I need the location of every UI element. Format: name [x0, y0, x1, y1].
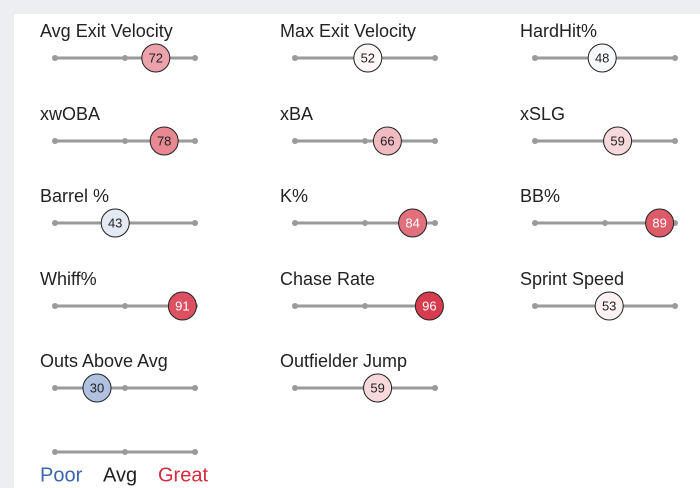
- slider-dot: [362, 303, 368, 309]
- slider-dot: [52, 385, 58, 391]
- slider-dot: [292, 303, 298, 309]
- percentile-marker: [587, 43, 617, 73]
- percentile-marker: [100, 208, 130, 238]
- legend-great: Great: [158, 464, 208, 486]
- metric-label: Outfielder Jump: [280, 351, 407, 371]
- percentile-value: 84: [405, 215, 419, 230]
- slider-dot: [122, 138, 128, 144]
- percentile-value: 89: [652, 215, 666, 230]
- percentile-marker: [363, 373, 393, 403]
- percentile-marker: [594, 291, 624, 321]
- percentile-value: 59: [370, 380, 384, 395]
- metric-label: Chase Rate: [280, 269, 375, 289]
- metric-label: Sprint Speed: [520, 269, 624, 289]
- percentile-value: 72: [149, 50, 163, 65]
- slider-dot: [122, 303, 128, 309]
- percentile-value: 30: [90, 380, 104, 395]
- metric-label: Barrel %: [40, 186, 109, 206]
- slider-dot: [52, 220, 58, 226]
- slider-dot: [52, 138, 58, 144]
- slider-dot: [122, 385, 128, 391]
- metric-label: xSLG: [520, 104, 565, 124]
- slider-dot: [602, 220, 608, 226]
- metric-label: HardHit%: [520, 21, 597, 41]
- slider-dot: [292, 220, 298, 226]
- percentile-marker: [645, 208, 675, 238]
- percentile-marker: [149, 126, 179, 156]
- slider-dot: [532, 55, 538, 61]
- percentile-value: 43: [108, 215, 122, 230]
- slider-dot: [432, 220, 438, 226]
- percentile-marker: [141, 43, 171, 73]
- slider-dot: [672, 55, 678, 61]
- metric-label: Max Exit Velocity: [280, 21, 416, 41]
- percentile-value: 96: [422, 298, 436, 313]
- legend-avg: Avg: [103, 464, 137, 486]
- metric-label: BB%: [520, 186, 560, 206]
- panel: [14, 14, 700, 488]
- slider-dot: [672, 303, 678, 309]
- legend-dot: [122, 449, 128, 455]
- percentile-value: 52: [361, 50, 375, 65]
- slider-dot: [52, 303, 58, 309]
- percentile-marker: [398, 208, 428, 238]
- slider-dot: [122, 55, 128, 61]
- percentile-value: 78: [157, 133, 171, 148]
- metric-label: K%: [280, 186, 308, 206]
- slider-dot: [292, 138, 298, 144]
- legend-poor: Poor: [40, 464, 83, 486]
- slider-dot: [432, 385, 438, 391]
- slider-dot: [672, 138, 678, 144]
- slider-dot: [532, 220, 538, 226]
- slider-dot: [432, 55, 438, 61]
- legend-dot: [52, 449, 58, 455]
- metric-label: xwOBA: [40, 104, 100, 124]
- percentile-value: 48: [595, 50, 609, 65]
- metric-label: xBA: [280, 104, 313, 124]
- legend-dot: [192, 449, 198, 455]
- slider-dot: [362, 138, 368, 144]
- percentile-value: 59: [610, 133, 624, 148]
- metric-label: Outs Above Avg: [40, 351, 168, 371]
- percentile-value: 53: [602, 298, 616, 313]
- slider-dot: [432, 138, 438, 144]
- slider-dot: [532, 138, 538, 144]
- slider-dot: [192, 55, 198, 61]
- percentile-marker: [82, 373, 112, 403]
- metric-label: Whiff%: [40, 269, 97, 289]
- slider-dot: [52, 55, 58, 61]
- percentile-marker: [414, 291, 444, 321]
- slider-dot: [192, 385, 198, 391]
- metric-label: Avg Exit Velocity: [40, 21, 173, 41]
- percentile-value: 66: [380, 133, 394, 148]
- percentile-marker: [353, 43, 383, 73]
- slider-dot: [532, 303, 538, 309]
- percentile-marker: [603, 126, 633, 156]
- slider-dot: [292, 55, 298, 61]
- slider-dot: [192, 220, 198, 226]
- percentile-marker: [372, 126, 402, 156]
- percentile-marker: [167, 291, 197, 321]
- percentile-value: 91: [175, 298, 189, 313]
- slider-dot: [362, 220, 368, 226]
- slider-dot: [292, 385, 298, 391]
- slider-dot: [192, 138, 198, 144]
